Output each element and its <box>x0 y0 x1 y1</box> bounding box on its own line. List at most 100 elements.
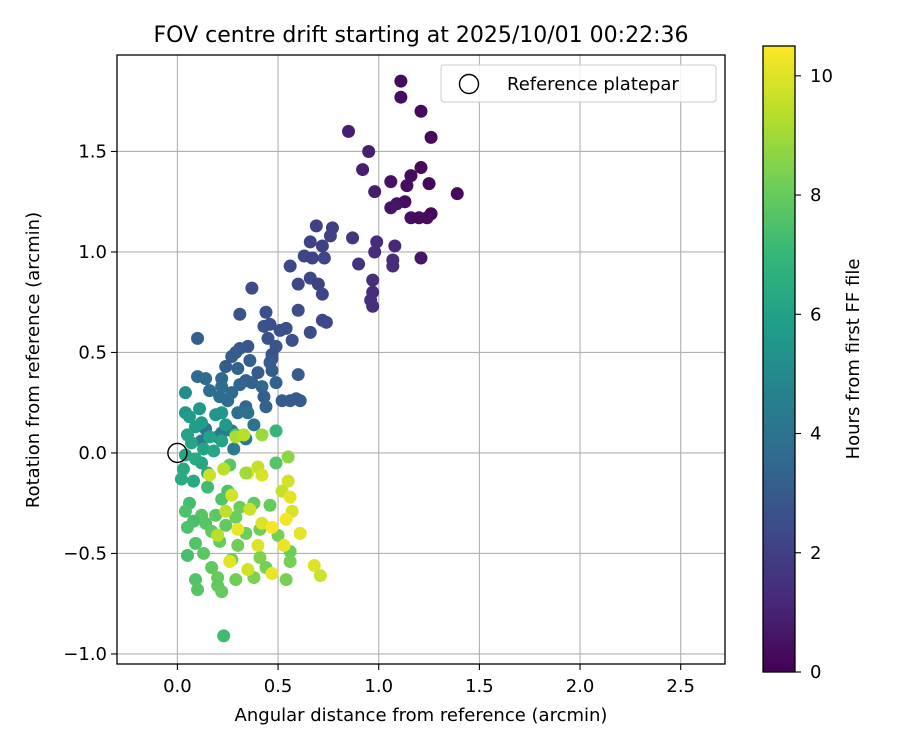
data-point <box>237 428 251 442</box>
data-point <box>346 231 360 245</box>
colorbar-tick-label: 4 <box>810 424 821 445</box>
data-point <box>239 466 253 480</box>
data-point <box>424 130 438 144</box>
colorbar-tick-label: 2 <box>810 543 821 564</box>
data-point <box>180 520 194 534</box>
data-point <box>215 380 229 394</box>
data-point <box>217 462 231 476</box>
y-tick-label: 1.0 <box>78 242 107 263</box>
data-point <box>279 512 293 526</box>
data-point <box>180 548 194 562</box>
data-point <box>251 366 265 380</box>
data-point <box>203 430 217 444</box>
data-point <box>450 187 464 201</box>
plot-area-frame <box>116 54 726 665</box>
colorbar-label: Hours from first FF file <box>843 259 864 460</box>
data-point <box>285 333 299 347</box>
data-point <box>368 245 382 259</box>
data-point <box>394 74 408 88</box>
x-tick-label: 0.5 <box>264 676 293 697</box>
data-point <box>227 442 241 456</box>
data-point <box>265 364 279 378</box>
data-point <box>279 573 293 587</box>
data-point <box>215 434 229 448</box>
data-point <box>217 629 231 643</box>
data-point <box>315 239 329 253</box>
data-point <box>255 428 269 442</box>
colorbar-tick-label: 8 <box>810 185 821 206</box>
data-point <box>384 175 398 189</box>
data-point <box>311 277 325 291</box>
data-point <box>281 474 295 488</box>
data-point <box>388 239 402 253</box>
colorbar-tick-label: 10 <box>810 66 833 87</box>
data-point <box>231 362 245 376</box>
data-point <box>247 418 261 432</box>
data-point <box>243 354 257 368</box>
colorbar: 0 2 4 6 8 10 Hours from first FF file <box>762 45 864 683</box>
data-point <box>283 554 297 568</box>
data-point <box>307 559 321 573</box>
data-point <box>291 368 305 382</box>
reference-platepar-marker <box>167 442 188 464</box>
data-point <box>342 124 356 138</box>
data-point <box>219 518 233 532</box>
data-point <box>219 360 233 374</box>
ticks-layer: 0.0 0.5 1.0 1.5 2.0 2.5 −1.0 −0.5 0.0 0.5 1.0 1.5 <box>63 141 695 697</box>
legend-box <box>440 64 717 103</box>
data-point <box>400 179 414 193</box>
data-point <box>178 386 192 400</box>
data-point <box>255 468 269 482</box>
data-point <box>243 502 257 516</box>
data-point <box>362 144 376 158</box>
y-tick-label: −1.0 <box>63 644 107 665</box>
legend: Reference platepar <box>440 64 717 103</box>
data-point <box>241 406 255 420</box>
data-point <box>251 538 265 552</box>
legend-label: Reference platepar <box>507 74 679 95</box>
data-point <box>219 504 233 518</box>
data-point <box>189 420 203 434</box>
data-point <box>303 235 317 249</box>
y-tick-label: 1.5 <box>78 141 107 162</box>
data-point <box>370 235 384 249</box>
data-point <box>386 259 400 273</box>
data-point <box>191 583 205 597</box>
data-point <box>215 585 229 599</box>
data-point <box>303 325 317 339</box>
data-point <box>352 257 366 271</box>
y-tick-label: 0.0 <box>78 443 107 464</box>
data-point <box>193 402 207 416</box>
data-point <box>404 169 418 183</box>
data-point <box>422 177 436 191</box>
data-point <box>305 251 319 265</box>
data-point <box>366 273 380 287</box>
data-point <box>269 456 283 470</box>
data-point <box>215 492 229 506</box>
data-point <box>203 468 217 482</box>
data-point <box>245 376 259 390</box>
data-point <box>229 510 243 524</box>
data-point <box>259 400 273 414</box>
data-point <box>223 554 237 568</box>
data-point <box>420 211 434 225</box>
data-point <box>233 307 247 321</box>
data-point <box>176 462 190 476</box>
y-axis-label: Rotation from reference (arcmin) <box>23 212 44 508</box>
data-point <box>414 251 428 265</box>
data-point <box>255 380 269 394</box>
colorbar-gradient <box>762 45 796 673</box>
data-point <box>281 450 295 464</box>
data-point <box>184 436 198 450</box>
x-tick-label: 0.0 <box>163 676 192 697</box>
data-point <box>257 390 271 404</box>
data-point <box>241 563 255 577</box>
data-point <box>178 504 192 518</box>
data-point <box>368 185 382 199</box>
data-point <box>263 317 277 331</box>
data-point <box>189 573 203 587</box>
data-point <box>231 522 245 536</box>
data-point <box>356 163 370 177</box>
colorbar-ticks: 0 2 4 6 8 10 <box>795 66 833 683</box>
